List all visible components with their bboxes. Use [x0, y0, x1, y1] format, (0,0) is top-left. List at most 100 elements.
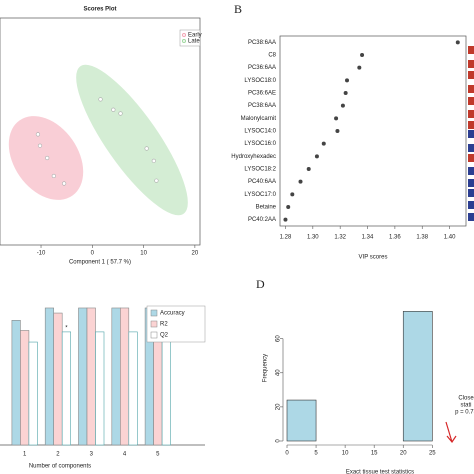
- x-tick-label: 1.32: [334, 235, 346, 241]
- y-tick-label: C8: [268, 53, 276, 59]
- panel-label: D: [256, 277, 265, 291]
- legend-swatch: [150, 309, 158, 317]
- x-axis-label: VIP scores: [359, 255, 388, 261]
- heat-cell: [468, 71, 474, 79]
- x-tick-label: 1.30: [307, 235, 319, 241]
- heat-cell: [468, 130, 474, 138]
- point: [98, 97, 103, 102]
- x-tick-label: 25: [429, 451, 436, 457]
- hist-bar: [402, 311, 433, 442]
- heat-cell: [468, 201, 474, 209]
- bar: [161, 331, 171, 446]
- point: [118, 111, 123, 116]
- point: [151, 158, 156, 163]
- y-tick-label: 20: [276, 403, 282, 410]
- x-tick-label: 1.36: [389, 235, 401, 241]
- x-tick-label: 1.38: [416, 235, 428, 241]
- bar: [95, 331, 105, 446]
- legend-label: Late: [188, 39, 200, 45]
- y-tick-label: LYSOC18:2: [244, 167, 276, 173]
- y-tick-label: Betaine: [256, 205, 277, 211]
- dot: [283, 217, 288, 222]
- annotation: *: [65, 325, 68, 331]
- dot: [321, 141, 326, 146]
- late-ellipse: [76, 64, 188, 216]
- y-tick-label: PC40:2AA: [248, 217, 276, 223]
- y-tick-label: 40: [276, 369, 282, 376]
- dot: [357, 65, 362, 70]
- dot: [455, 40, 460, 45]
- bar: [78, 307, 88, 446]
- x-tick-label: 1: [23, 452, 27, 458]
- legend-label: Q2: [160, 333, 169, 339]
- point: [111, 107, 116, 112]
- y-tick-label: PC40:6AA: [248, 179, 276, 185]
- point: [35, 132, 41, 137]
- panel-label: B: [234, 2, 242, 16]
- y-tick-label: PC36:6AE: [248, 91, 276, 97]
- y-tick-label: 0: [276, 439, 282, 443]
- y-tick-label: LYSOC17:0: [244, 192, 276, 198]
- x-tick-label: 15: [371, 451, 378, 457]
- x-tick-label: 3: [90, 452, 94, 458]
- dot: [298, 179, 303, 184]
- hist-bar: [286, 399, 317, 442]
- dot: [340, 103, 345, 108]
- heat-cell: [468, 85, 474, 93]
- y-tick-label: LYSOC18:0: [244, 78, 276, 84]
- chart-title: Scores Plot: [83, 7, 116, 13]
- x-axis-label: Exact tissue test statistics: [346, 470, 414, 474]
- y-tick-label: LYSOC16:0: [244, 141, 276, 147]
- dot: [306, 167, 311, 171]
- dot: [286, 205, 291, 209]
- annotation: p = 0.78: [455, 410, 474, 416]
- y-tick-label: PC38:6AA: [248, 40, 276, 46]
- x-tick-label: 1.34: [362, 235, 374, 241]
- heat-cell: [468, 144, 474, 152]
- heat-cell: [468, 97, 474, 105]
- plot-frame: [0, 17, 201, 246]
- legend-swatch: [150, 331, 158, 339]
- heat-cell: [468, 110, 474, 118]
- legend-label: Early: [188, 33, 202, 39]
- x-axis-label: Number of components: [29, 464, 91, 470]
- y-tick-label: LYSOC14:0: [244, 129, 276, 135]
- x-tick-label: 1.28: [280, 235, 292, 241]
- legend-label: R2: [160, 322, 168, 328]
- arrow: [445, 421, 457, 444]
- bar: [28, 341, 38, 446]
- heat-cell: [468, 46, 474, 54]
- annotation: Close: [458, 396, 474, 402]
- heat-cell: [468, 179, 474, 187]
- point: [51, 173, 56, 179]
- y-tick-label: Hydroxyhexadec: [231, 154, 276, 160]
- point: [154, 178, 159, 183]
- dot: [360, 53, 365, 57]
- y-axis-label: Frequency: [263, 354, 269, 382]
- point: [144, 146, 149, 151]
- legend-swatch: [150, 320, 158, 328]
- plot-frame: [279, 35, 467, 227]
- x-tick-label: 20: [192, 251, 199, 257]
- x-axis-label: Component 1 ( 57.7 %): [69, 260, 131, 266]
- bar: [53, 312, 63, 446]
- x-tick-label: 4: [123, 452, 127, 458]
- dot: [345, 78, 350, 83]
- bar: [120, 307, 130, 446]
- y-tick-label: Malonylcarnit: [241, 116, 277, 122]
- x-tick-label: 10: [140, 251, 147, 257]
- dot: [334, 116, 339, 121]
- x-tick-label: 1.40: [444, 235, 456, 241]
- dot: [290, 192, 295, 197]
- y-tick-label: PC38:6AA: [248, 103, 276, 109]
- heat-cell: [468, 213, 474, 221]
- bar: [111, 307, 121, 446]
- point: [37, 143, 43, 148]
- bar: [86, 307, 96, 446]
- bar: [128, 331, 138, 446]
- x-tick-label: 5: [314, 451, 318, 457]
- annotation: stati: [460, 403, 471, 409]
- heatmap-edge: [468, 46, 474, 221]
- x-tick-label: 0: [91, 251, 95, 257]
- x-tick-label: 5: [156, 452, 160, 458]
